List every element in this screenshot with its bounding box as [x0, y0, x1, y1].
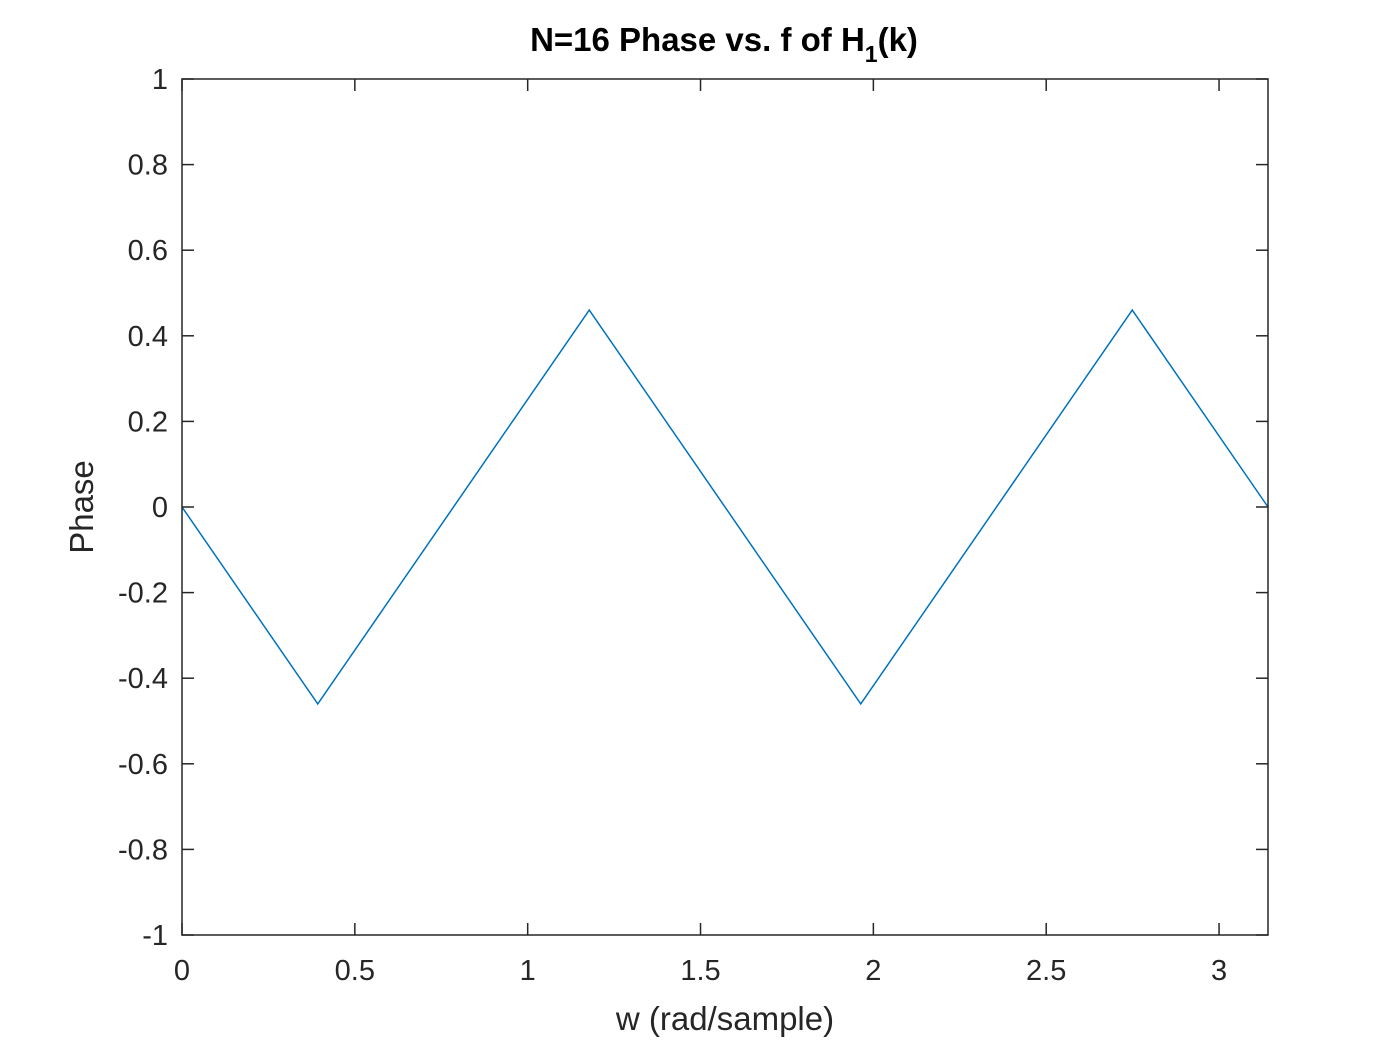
y-tick-label: 0.6: [128, 235, 168, 267]
y-tick-label: 0.8: [128, 150, 168, 182]
y-tick-label: -0.6: [118, 749, 168, 781]
y-tick-label: 0: [152, 492, 168, 524]
y-tick-label: 0.4: [128, 321, 168, 353]
y-axis-label: Phase: [63, 460, 100, 554]
y-tick-label: -0.8: [118, 834, 168, 866]
x-tick-label: 1: [520, 955, 536, 987]
y-tick-label: -1: [142, 920, 168, 952]
x-tick-label: 2.5: [1026, 955, 1066, 987]
x-tick-label: 2: [865, 955, 881, 987]
x-tick-label: 0: [174, 955, 190, 987]
x-axis-label: w (rad/sample): [615, 1000, 834, 1037]
x-tick-label: 1.5: [680, 955, 720, 987]
chart-title-main: N=16 Phase vs. f of H: [530, 21, 865, 58]
x-tick-label: 3: [1211, 955, 1227, 987]
x-tick-label: 0.5: [335, 955, 375, 987]
y-tick-label: -0.4: [118, 663, 168, 695]
chart-title-suffix: (k): [878, 21, 918, 58]
chart-title: N=16 Phase vs. f of H1(k): [530, 21, 918, 67]
plot-layer: [181, 308, 1269, 706]
series-line: [181, 308, 1269, 706]
ticks-layer: 0 0.5 1 1.5 2 2.5 3 -1 -0.8 -0.6 -0.4 -0.2 0 0.2 0.4 0.…: [118, 64, 1268, 987]
chart-title-subscript: 1: [865, 41, 878, 67]
y-tick-label: -0.2: [118, 578, 168, 610]
y-tick-label: 0.2: [128, 406, 168, 438]
y-tick-label: 1: [152, 64, 168, 96]
